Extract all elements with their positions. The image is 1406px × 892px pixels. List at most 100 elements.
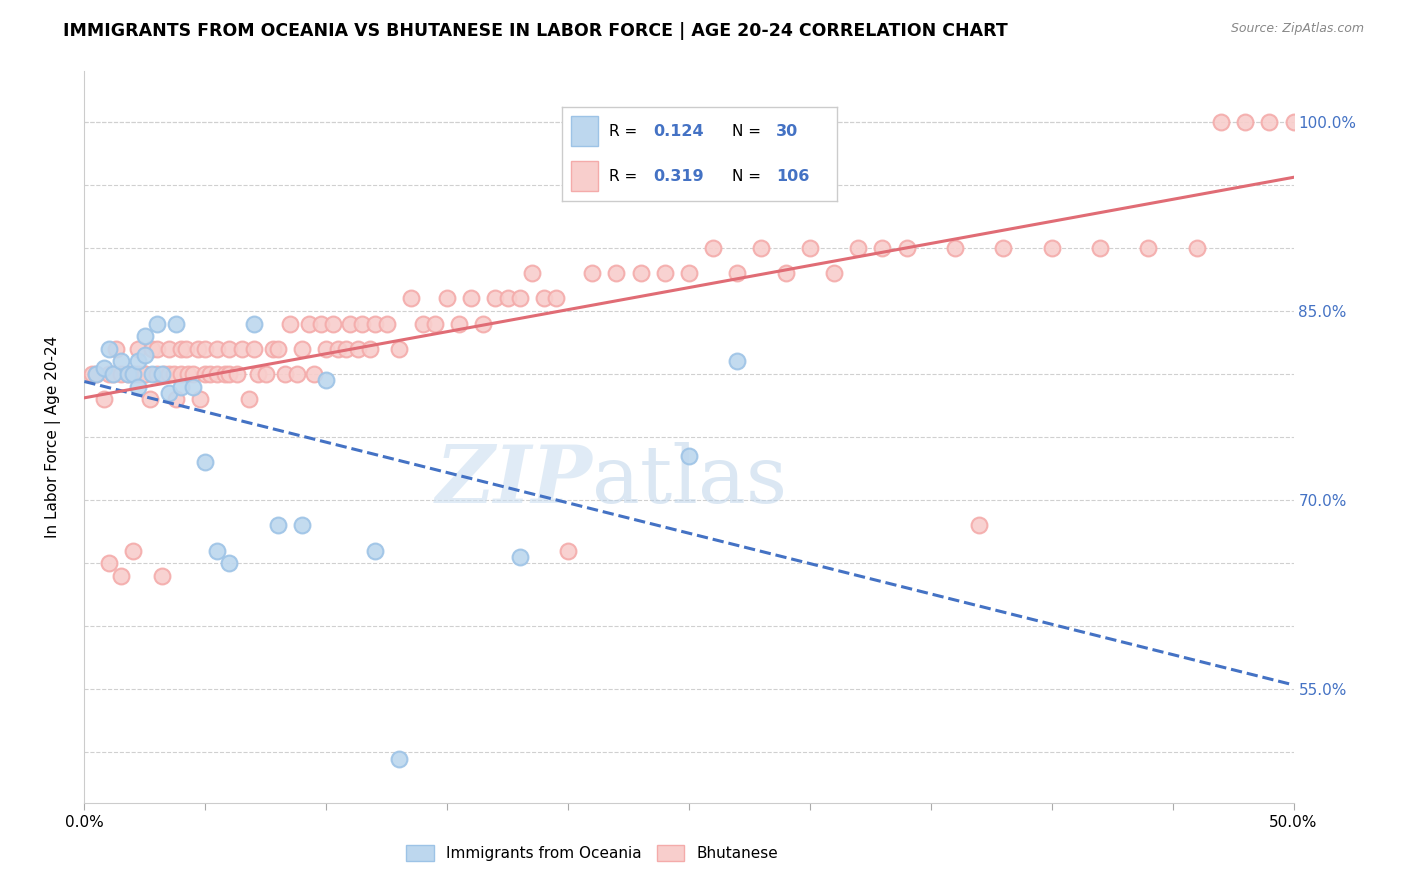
- Point: [359, 342, 381, 356]
- Point: [97, 342, 120, 356]
- Point: [375, 317, 398, 331]
- Point: [110, 569, 132, 583]
- Point: [557, 543, 579, 558]
- Point: [1234, 115, 1257, 129]
- Point: [134, 348, 156, 362]
- Point: [218, 342, 240, 356]
- Point: [194, 367, 217, 381]
- Point: [943, 241, 966, 255]
- Point: [146, 367, 169, 381]
- Text: 0.124: 0.124: [652, 124, 703, 139]
- Point: [174, 342, 197, 356]
- Point: [581, 266, 603, 280]
- Point: [165, 317, 187, 331]
- Point: [80, 367, 103, 381]
- Point: [165, 392, 187, 407]
- Point: [141, 342, 163, 356]
- Point: [388, 752, 411, 766]
- Point: [1137, 241, 1160, 255]
- Text: IMMIGRANTS FROM OCEANIA VS BHUTANESE IN LABOR FORCE | AGE 20-24 CORRELATION CHAR: IMMIGRANTS FROM OCEANIA VS BHUTANESE IN …: [63, 22, 1008, 40]
- Point: [134, 367, 156, 381]
- Point: [121, 367, 143, 381]
- Point: [274, 367, 297, 381]
- Point: [678, 266, 700, 280]
- Point: [484, 291, 506, 305]
- Point: [509, 549, 531, 564]
- Point: [533, 291, 555, 305]
- Point: [231, 342, 253, 356]
- Point: [872, 241, 894, 255]
- Point: [291, 518, 314, 533]
- Point: [86, 367, 108, 381]
- Point: [170, 367, 193, 381]
- Point: [775, 266, 797, 280]
- Point: [198, 367, 221, 381]
- Point: [97, 556, 120, 570]
- Point: [103, 367, 125, 381]
- Point: [630, 266, 652, 280]
- Text: ZIP: ZIP: [436, 442, 592, 520]
- Point: [170, 379, 193, 393]
- Point: [291, 342, 314, 356]
- Point: [339, 317, 361, 331]
- Point: [121, 367, 143, 381]
- Point: [242, 342, 264, 356]
- Point: [322, 317, 344, 331]
- Text: atlas: atlas: [592, 442, 787, 520]
- Legend: Immigrants from Oceania, Bhutanese: Immigrants from Oceania, Bhutanese: [406, 845, 779, 861]
- Text: 0.319: 0.319: [652, 169, 703, 184]
- Point: [267, 342, 290, 356]
- Point: [86, 367, 108, 381]
- Point: [436, 291, 458, 305]
- Point: [678, 449, 700, 463]
- Point: [117, 367, 139, 381]
- Point: [247, 367, 270, 381]
- Point: [181, 367, 204, 381]
- Text: R =: R =: [609, 124, 643, 139]
- Point: [163, 367, 186, 381]
- Point: [654, 266, 676, 280]
- Point: [194, 455, 217, 469]
- Text: R =: R =: [609, 169, 643, 184]
- Point: [967, 518, 990, 533]
- Point: [262, 342, 284, 356]
- Point: [194, 342, 217, 356]
- Point: [346, 342, 368, 356]
- Point: [1040, 241, 1063, 255]
- Point: [278, 317, 301, 331]
- Point: [328, 342, 350, 356]
- Point: [157, 342, 180, 356]
- Point: [1258, 115, 1281, 129]
- Point: [207, 342, 229, 356]
- Point: [190, 392, 212, 407]
- Point: [157, 386, 180, 401]
- Point: [725, 266, 748, 280]
- Point: [127, 379, 149, 393]
- Point: [150, 367, 173, 381]
- Point: [520, 266, 543, 280]
- Point: [238, 392, 260, 407]
- Point: [399, 291, 422, 305]
- Point: [242, 317, 264, 331]
- Point: [218, 367, 240, 381]
- Point: [388, 342, 411, 356]
- Text: 106: 106: [776, 169, 810, 184]
- Point: [725, 354, 748, 368]
- Point: [177, 367, 200, 381]
- Point: [207, 543, 229, 558]
- Point: [472, 317, 495, 331]
- Point: [170, 342, 193, 356]
- Point: [267, 518, 290, 533]
- Point: [335, 342, 357, 356]
- Point: [157, 367, 180, 381]
- Point: [896, 241, 918, 255]
- Point: [138, 392, 160, 407]
- Point: [1088, 241, 1111, 255]
- Point: [187, 342, 209, 356]
- Point: [134, 367, 156, 381]
- Point: [993, 241, 1015, 255]
- Point: [509, 291, 531, 305]
- Point: [110, 367, 132, 381]
- Point: [315, 342, 337, 356]
- Point: [460, 291, 482, 305]
